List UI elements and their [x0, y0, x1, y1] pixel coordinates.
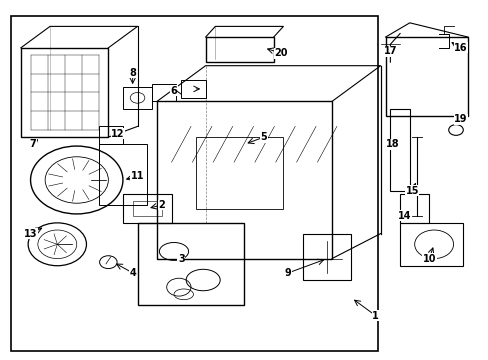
Text: 3: 3 [178, 253, 184, 264]
Text: 10: 10 [422, 253, 435, 264]
Text: 18: 18 [385, 139, 399, 149]
Text: 5: 5 [260, 132, 267, 142]
Text: 4: 4 [129, 268, 136, 278]
Text: 19: 19 [453, 114, 467, 124]
FancyBboxPatch shape [11, 16, 377, 351]
Text: 8: 8 [129, 68, 136, 78]
Text: 17: 17 [383, 46, 396, 57]
Text: 1: 1 [372, 311, 378, 321]
Text: 13: 13 [24, 229, 37, 239]
Text: 9: 9 [285, 268, 291, 278]
Text: 14: 14 [397, 211, 411, 221]
Text: 11: 11 [130, 171, 144, 181]
Text: 12: 12 [111, 129, 124, 139]
Text: 2: 2 [158, 200, 165, 210]
Text: 20: 20 [274, 48, 287, 58]
Text: 6: 6 [170, 86, 177, 96]
Text: 7: 7 [30, 139, 36, 149]
Text: 15: 15 [405, 186, 418, 196]
Text: 16: 16 [453, 43, 467, 53]
